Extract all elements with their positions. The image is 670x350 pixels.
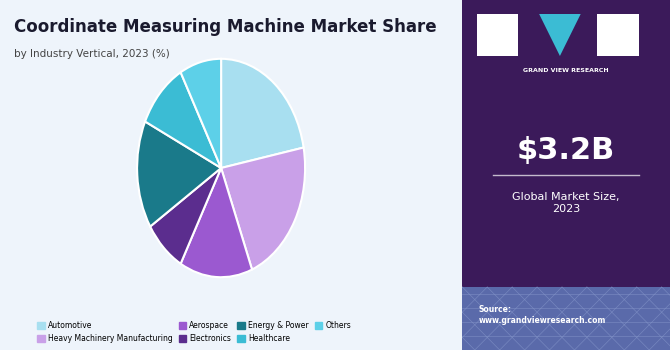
Bar (462, 287, 670, 350)
Text: Coordinate Measuring Machine Market Share: Coordinate Measuring Machine Market Shar… (14, 18, 436, 35)
Wedge shape (145, 72, 221, 168)
Text: Global Market Size,
2023: Global Market Size, 2023 (513, 192, 620, 214)
Bar (477, 14, 519, 56)
Bar (462, 0, 670, 287)
Bar (598, 14, 639, 56)
Text: Source:
www.grandviewresearch.com: Source: www.grandviewresearch.com (479, 305, 606, 325)
Wedge shape (150, 168, 221, 264)
Text: $3.2B: $3.2B (517, 136, 615, 165)
Wedge shape (221, 59, 304, 168)
Legend: Automotive, Heavy Machinery Manufacturing, Aerospace, Electronics, Energy & Powe: Automotive, Heavy Machinery Manufacturin… (34, 318, 354, 346)
Wedge shape (221, 148, 305, 270)
Polygon shape (539, 14, 581, 56)
Wedge shape (181, 168, 252, 277)
Wedge shape (181, 59, 221, 168)
Text: GRAND VIEW RESEARCH: GRAND VIEW RESEARCH (523, 68, 609, 72)
Wedge shape (137, 121, 221, 226)
Text: by Industry Vertical, 2023 (%): by Industry Vertical, 2023 (%) (14, 49, 170, 59)
